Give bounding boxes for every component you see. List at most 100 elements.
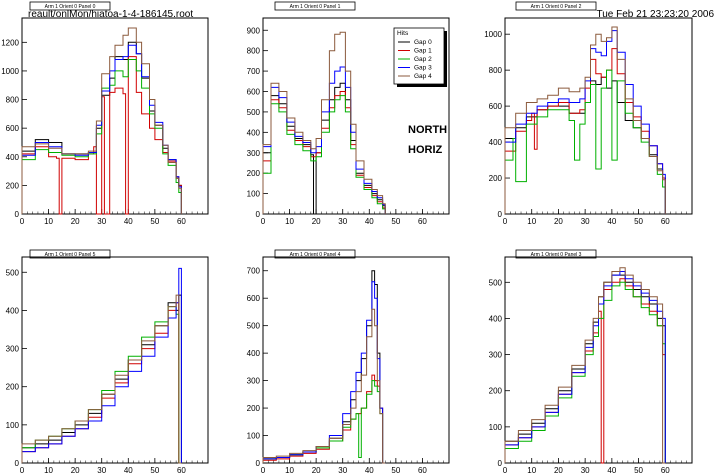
x-tick-label: 30 bbox=[581, 217, 590, 226]
x-tick-label: 0 bbox=[20, 217, 25, 226]
x-tick-label: 0 bbox=[503, 217, 508, 226]
x-tick-label: 10 bbox=[285, 466, 294, 474]
legend-entry: Gap 2 bbox=[414, 56, 432, 63]
y-tick-label: 0 bbox=[15, 459, 20, 468]
panel-title: Arm 1 Orient 0 Panel 1 bbox=[290, 4, 341, 10]
series-gap-0 bbox=[21, 294, 182, 463]
series-gap-1 bbox=[262, 91, 386, 214]
x-tick-label: 0 bbox=[503, 466, 508, 474]
series-gap-4 bbox=[504, 26, 666, 214]
x-tick-label: 30 bbox=[97, 217, 106, 226]
x-tick-label: 50 bbox=[391, 217, 400, 226]
panel-title-box bbox=[274, 249, 356, 259]
x-tick-label: 50 bbox=[634, 466, 643, 474]
x-tick-label: 60 bbox=[177, 466, 186, 474]
y-tick-label: 800 bbox=[247, 47, 261, 56]
panel-title: Arm 1 Orient 0 Panel 0 bbox=[45, 4, 96, 10]
y-tick-label: 1000 bbox=[484, 30, 502, 39]
x-tick-label: 20 bbox=[554, 217, 563, 226]
x-tick-label: 10 bbox=[527, 466, 536, 474]
y-tick-label: 200 bbox=[6, 383, 20, 392]
y-tick-label: 700 bbox=[247, 267, 261, 276]
series-gap-3 bbox=[21, 267, 182, 463]
series-gap-4 bbox=[21, 27, 182, 214]
x-tick-label: 40 bbox=[607, 217, 616, 226]
timestamp-label: Tue Feb 21 23:23:20 2006 bbox=[596, 9, 715, 20]
y-tick-label: 200 bbox=[6, 181, 20, 190]
y-tick-label: 0 bbox=[498, 210, 503, 219]
x-tick-label: 30 bbox=[338, 217, 347, 226]
y-tick-label: 200 bbox=[247, 169, 261, 178]
x-tick-label: 60 bbox=[661, 217, 670, 226]
overlay-horiz: HORIZ bbox=[408, 144, 443, 156]
panel-2: Arm 1 Orient 0 Panel 20 10 20 30 40 50 6002004… bbox=[484, 1, 693, 226]
y-tick-label: 100 bbox=[489, 423, 503, 432]
plot-frame bbox=[504, 17, 693, 215]
series-gap-3 bbox=[504, 30, 666, 214]
y-tick-label: 1000 bbox=[1, 67, 19, 76]
y-tick-label: 400 bbox=[489, 314, 503, 323]
panel-title-box bbox=[274, 1, 356, 11]
legend-entry: Gap 1 bbox=[414, 48, 432, 55]
x-tick-label: 20 bbox=[312, 217, 321, 226]
x-tick-label: 0 bbox=[261, 466, 266, 474]
panel-3: Arm 1 Orient 0 Panel 5 0 10 20 30 40 50 60 0 100 2… bbox=[6, 249, 209, 474]
x-tick-label: 60 bbox=[418, 466, 427, 474]
x-tick-label: 10 bbox=[44, 466, 53, 474]
y-tick-label: 600 bbox=[247, 88, 261, 97]
y-tick-label: 300 bbox=[6, 345, 20, 354]
x-tick-label: 40 bbox=[365, 217, 374, 226]
panel-title-box bbox=[29, 249, 111, 259]
legend-title: Hits bbox=[397, 30, 409, 37]
x-tick-label: 20 bbox=[71, 217, 80, 226]
plot-frame bbox=[504, 256, 693, 464]
series-gap-2 bbox=[504, 281, 666, 463]
x-tick-label: 0 bbox=[20, 466, 25, 474]
series-gap-3 bbox=[262, 66, 386, 214]
y-tick-label: 800 bbox=[489, 66, 503, 75]
y-tick-label: 200 bbox=[489, 387, 503, 396]
series-gap-4 bbox=[504, 267, 666, 464]
x-tick-label: 40 bbox=[124, 466, 133, 474]
y-tick-label: 100 bbox=[6, 421, 20, 430]
x-tick-label: 50 bbox=[391, 466, 400, 474]
x-tick-label: 60 bbox=[418, 217, 427, 226]
series-gap-2 bbox=[21, 306, 182, 464]
y-tick-label: 500 bbox=[489, 278, 503, 287]
x-tick-label: 60 bbox=[661, 466, 670, 474]
x-tick-label: 0 bbox=[261, 217, 266, 226]
y-tick-label: 600 bbox=[247, 294, 261, 303]
x-tick-label: 50 bbox=[634, 217, 643, 226]
plot-frame bbox=[21, 17, 209, 215]
series-gap-2 bbox=[504, 69, 666, 214]
x-tick-label: 20 bbox=[554, 466, 563, 474]
panel-title-box bbox=[515, 1, 597, 11]
x-tick-label: 30 bbox=[97, 466, 106, 474]
legend-entry: Gap 4 bbox=[414, 73, 432, 80]
x-tick-label: 40 bbox=[124, 217, 133, 226]
x-tick-label: 60 bbox=[177, 217, 186, 226]
x-tick-label: 20 bbox=[312, 466, 321, 474]
x-tick-label: 40 bbox=[607, 466, 616, 474]
y-tick-label: 400 bbox=[247, 128, 261, 137]
series-gap-4 bbox=[21, 294, 182, 464]
x-tick-label: 50 bbox=[150, 466, 159, 474]
panel-1: Arm 1 Orient 0 Panel 10 10 20 30 40 50 6001002… bbox=[247, 1, 450, 226]
panel-title: Arm 1 Orient 0 Panel 4 bbox=[290, 252, 341, 258]
series-gap-4 bbox=[262, 308, 386, 464]
series-gap-1 bbox=[262, 374, 386, 464]
y-tick-label: 0 bbox=[15, 210, 20, 219]
y-tick-label: 700 bbox=[247, 67, 261, 76]
legend-entry: Gap 3 bbox=[414, 65, 432, 72]
series-gap-1 bbox=[21, 302, 182, 464]
panel-title: Arm 1 Orient 0 Panel 2 bbox=[531, 4, 582, 10]
series-gap-4 bbox=[262, 31, 386, 214]
y-tick-label: 900 bbox=[247, 26, 261, 35]
series-gap-2 bbox=[262, 95, 386, 214]
x-tick-label: 30 bbox=[581, 466, 590, 474]
y-tick-label: 800 bbox=[6, 96, 20, 105]
x-tick-label: 10 bbox=[44, 217, 53, 226]
